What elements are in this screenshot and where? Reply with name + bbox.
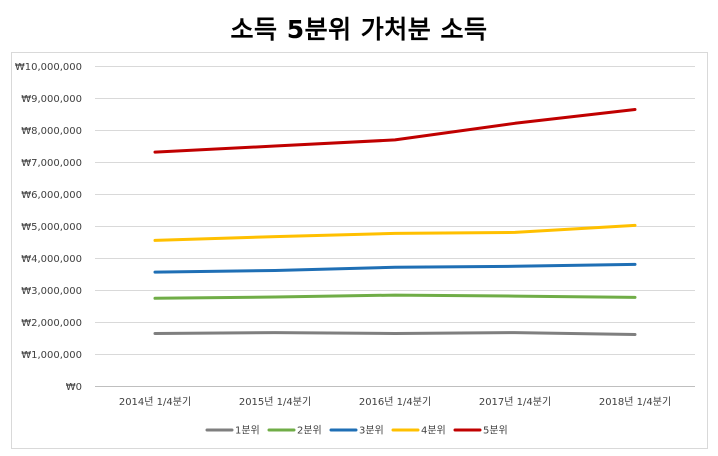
legend-label: 5분위	[483, 424, 508, 437]
y-axis-tick-labels: ₩0 ₩1,000,000 ₩2,000,000 ₩3,000,000 ₩4,000,0…	[15, 62, 82, 393]
y-tick-label: ₩5,000,000	[21, 222, 82, 233]
y-tick-label: ₩9,000,000	[21, 94, 82, 105]
legend-label: 1분위	[235, 424, 260, 437]
x-tick-label: 2017년 1/4분기	[479, 396, 551, 408]
chart-frame	[11, 52, 708, 449]
y-tick-label: ₩10,000,000	[15, 62, 82, 73]
x-tick-label: 2015년 1/4분기	[239, 396, 311, 408]
chart-title: 소득 5분위 가처분 소득	[230, 15, 488, 44]
x-axis-tick-labels: 2014년 1/4분기 2015년 1/4분기 2016년 1/4분기 2017년 1…	[119, 396, 671, 408]
legend: 1분위 2분위 3분위 4분위 5분위	[205, 424, 508, 437]
series-line-1분위	[153, 331, 637, 336]
series-lines	[153, 108, 637, 336]
y-tick-label: ₩1,000,000	[21, 350, 82, 361]
series-line-4분위	[153, 223, 637, 242]
y-tick-label: ₩4,000,000	[21, 254, 82, 265]
y-tick-label: ₩7,000,000	[21, 158, 82, 169]
legend-label: 4분위	[421, 424, 446, 437]
x-tick-label: 2016년 1/4분기	[359, 396, 431, 408]
series-line-5분위	[153, 108, 637, 154]
series-line-2분위	[153, 293, 637, 300]
legend-label: 3분위	[359, 424, 384, 437]
y-tick-label: ₩2,000,000	[21, 318, 82, 329]
series-line-3분위	[153, 262, 637, 274]
x-tick-label: 2014년 1/4분기	[119, 396, 191, 408]
y-tick-label: ₩6,000,000	[21, 190, 82, 201]
legend-label: 2분위	[297, 424, 322, 437]
y-tick-label: ₩3,000,000	[21, 286, 82, 297]
y-tick-label: ₩8,000,000	[21, 126, 82, 137]
y-tick-label: ₩0	[66, 382, 82, 393]
x-tick-label: 2018년 1/4분기	[599, 396, 671, 408]
